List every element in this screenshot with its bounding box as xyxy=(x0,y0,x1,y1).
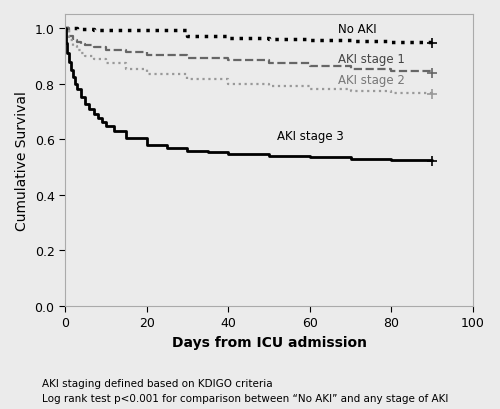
Text: AKI staging defined based on KDIGO criteria: AKI staging defined based on KDIGO crite… xyxy=(42,378,273,388)
Y-axis label: Cumulative Survival: Cumulative Survival xyxy=(15,91,29,230)
X-axis label: Days from ICU admission: Days from ICU admission xyxy=(172,335,366,349)
Text: AKI stage 1: AKI stage 1 xyxy=(338,53,406,66)
Text: Log rank test p<0.001 for comparison between “No AKI” and any stage of AKI: Log rank test p<0.001 for comparison bet… xyxy=(42,393,449,402)
Text: AKI stage 2: AKI stage 2 xyxy=(338,74,406,87)
Text: No AKI: No AKI xyxy=(338,23,377,36)
Text: AKI stage 3: AKI stage 3 xyxy=(277,130,344,143)
